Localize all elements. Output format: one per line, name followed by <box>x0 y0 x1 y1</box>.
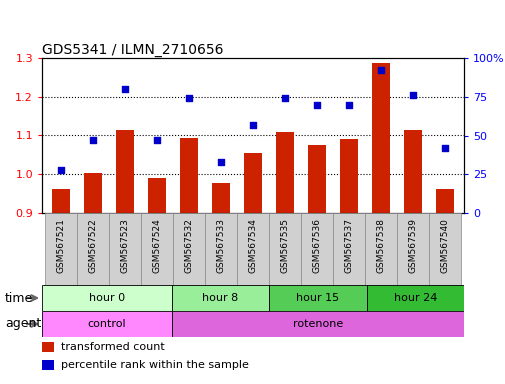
Bar <box>269 285 366 311</box>
Text: GDS5341 / ILMN_2710656: GDS5341 / ILMN_2710656 <box>42 43 223 57</box>
Bar <box>428 213 460 285</box>
Point <box>312 101 320 108</box>
Bar <box>42 311 172 337</box>
Bar <box>42 285 172 311</box>
Point <box>57 167 65 173</box>
Text: GSM567523: GSM567523 <box>120 218 129 273</box>
Text: control: control <box>87 319 126 329</box>
Text: GSM567540: GSM567540 <box>439 218 448 273</box>
Text: rotenone: rotenone <box>292 319 342 329</box>
Text: GSM567522: GSM567522 <box>88 218 97 273</box>
Bar <box>435 189 452 213</box>
Point <box>280 95 288 101</box>
Text: hour 15: hour 15 <box>296 293 339 303</box>
Point <box>121 86 129 92</box>
Bar <box>300 213 332 285</box>
Bar <box>148 178 166 213</box>
Text: GSM567539: GSM567539 <box>408 218 417 273</box>
Bar <box>141 213 173 285</box>
Bar <box>396 213 428 285</box>
Bar <box>269 213 300 285</box>
Bar <box>172 285 269 311</box>
Bar <box>244 153 261 213</box>
Text: GSM567535: GSM567535 <box>280 218 289 273</box>
Text: GSM567537: GSM567537 <box>344 218 352 273</box>
Bar <box>116 131 134 213</box>
Text: transformed count: transformed count <box>61 343 165 353</box>
Text: GSM567521: GSM567521 <box>57 218 66 273</box>
Text: GSM567524: GSM567524 <box>153 218 161 273</box>
Bar <box>77 213 109 285</box>
Bar <box>366 285 463 311</box>
Text: hour 8: hour 8 <box>202 293 238 303</box>
Bar <box>84 174 102 213</box>
Point <box>248 122 257 128</box>
Bar <box>42 361 54 370</box>
Point <box>440 145 448 151</box>
Text: hour 24: hour 24 <box>393 293 436 303</box>
Bar <box>308 145 325 213</box>
Bar <box>364 213 396 285</box>
Point <box>408 92 416 98</box>
Text: GSM567534: GSM567534 <box>248 218 257 273</box>
Text: GSM567538: GSM567538 <box>376 218 385 273</box>
Point <box>89 137 97 143</box>
Bar <box>172 311 463 337</box>
Bar <box>45 213 77 285</box>
Point <box>376 67 384 73</box>
Bar <box>53 189 70 213</box>
Text: GSM567533: GSM567533 <box>216 218 225 273</box>
Point <box>217 159 225 165</box>
Text: percentile rank within the sample: percentile rank within the sample <box>61 360 248 370</box>
Bar <box>339 139 357 213</box>
Point <box>153 137 161 143</box>
Text: GSM567532: GSM567532 <box>184 218 193 273</box>
Bar <box>205 213 236 285</box>
Bar <box>212 183 229 213</box>
Point <box>185 95 193 101</box>
Bar <box>332 213 364 285</box>
Bar <box>236 213 269 285</box>
Bar <box>173 213 205 285</box>
Bar <box>276 132 293 213</box>
Bar <box>109 213 141 285</box>
Bar <box>403 131 421 213</box>
Text: time: time <box>5 291 33 305</box>
Bar <box>371 63 389 213</box>
Text: agent: agent <box>5 318 41 331</box>
Text: GSM567536: GSM567536 <box>312 218 321 273</box>
Text: hour 0: hour 0 <box>89 293 125 303</box>
Bar <box>42 343 54 352</box>
Point <box>344 101 352 108</box>
Bar <box>180 138 197 213</box>
